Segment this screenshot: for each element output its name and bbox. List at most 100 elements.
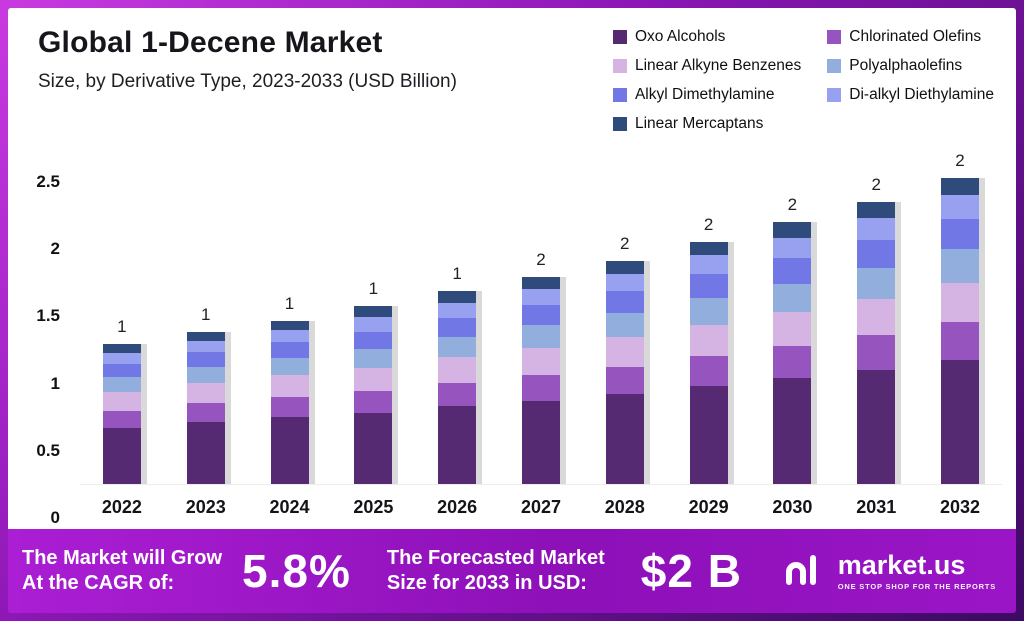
- bar-segment: [689, 325, 728, 356]
- y-axis: 0 0.5 1 1.5 2 2.5: [18, 149, 68, 527]
- legend-swatch: [827, 30, 842, 44]
- bar-segment: [605, 367, 644, 394]
- bar-slot-2030: 2: [751, 149, 835, 484]
- plot-area: 1 1 1 1 1 2 2 2 2 2 2: [80, 149, 1002, 485]
- bar-segment: [102, 344, 141, 353]
- forecast-value: $2 B: [640, 545, 742, 597]
- bar-segment: [689, 298, 728, 325]
- bar-segment: [270, 358, 309, 375]
- stacked-bar-2022: [102, 344, 141, 484]
- forecast-label-line1: The Forecasted Market: [386, 547, 605, 569]
- chart-header: Global 1-Decene Market Size, by Derivati…: [8, 24, 1016, 133]
- bar-segment: [521, 289, 560, 305]
- bar-segment: [102, 364, 141, 377]
- legend-swatch: [612, 30, 627, 44]
- bar-segment: [521, 325, 560, 348]
- bar-slot-2026: 1: [415, 149, 499, 484]
- brand-logo: market.us ONE STOP SHOP FOR THE REPORTS: [782, 549, 996, 594]
- y-axis-tick: 1.5: [36, 306, 60, 326]
- brand-tagline: ONE STOP SHOP FOR THE REPORTS: [837, 581, 996, 591]
- bar-segment: [773, 378, 812, 484]
- bar-segment: [941, 322, 980, 360]
- bar-segment: [941, 360, 980, 484]
- stacked-bar-2027: [521, 277, 560, 484]
- legend-label: Chlorinated Olefins: [849, 28, 982, 45]
- legend-item: Oxo Alcohols: [612, 28, 801, 46]
- x-axis-label: 2031: [856, 497, 897, 517]
- stacked-bar-2025: [354, 306, 393, 484]
- forecast-label: The Forecasted Market Size for 2033 in U…: [387, 546, 605, 596]
- bar-segment: [102, 377, 141, 392]
- bar-segment: [354, 306, 393, 317]
- chart-subtitle: Size, by Derivative Type, 2023-2033 (USD…: [38, 71, 457, 92]
- bar-segment: [102, 353, 141, 364]
- bar-segment: [438, 406, 477, 484]
- legend-swatch: [612, 117, 627, 131]
- stacked-bar-2030: [773, 222, 812, 484]
- bar-segment: [186, 367, 225, 383]
- legend-swatch: [612, 88, 627, 102]
- bar-slot-2028: 2: [583, 149, 667, 484]
- x-axis-label: 2032: [940, 497, 981, 517]
- legend-label: Polyalphaolefins: [849, 57, 963, 74]
- bar-segment: [605, 261, 644, 274]
- legend-label: Linear Mercaptans: [634, 115, 764, 132]
- stacked-bar-2031: [857, 202, 896, 484]
- title-block: Global 1-Decene Market Size, by Derivati…: [38, 26, 457, 133]
- bar-slot-2031: 2: [834, 149, 918, 484]
- chart-card: Global 1-Decene Market Size, by Derivati…: [8, 8, 1016, 529]
- stacked-bar-2024: [270, 321, 309, 484]
- bar-total-label: 2: [955, 151, 965, 170]
- bar-segment: [941, 195, 980, 219]
- x-axis-label: 2024: [269, 497, 310, 517]
- bar-segment: [354, 317, 393, 332]
- bar-segment: [438, 383, 477, 406]
- bar-segment: [689, 274, 728, 298]
- bar-segment: [270, 397, 309, 417]
- cagr-label: The Market will Grow At the CAGR of:: [22, 546, 222, 596]
- legend-item: Alkyl Dimethylamine: [612, 86, 801, 104]
- bar-slot-2023: 1: [164, 149, 248, 484]
- legend-item: Polyalphaolefins: [827, 57, 994, 75]
- bar-segment: [857, 370, 896, 484]
- x-axis-label: 2027: [520, 497, 561, 517]
- bar-segment: [605, 274, 644, 291]
- bar-segment: [605, 337, 644, 367]
- bar-slot-2029: 2: [667, 149, 751, 484]
- bar-segment: [270, 342, 309, 358]
- bar-segment: [270, 417, 309, 484]
- bar-segment: [102, 428, 141, 484]
- cagr-value: 5.8%: [242, 545, 351, 597]
- legend-label: Linear Alkyne Benzenes: [634, 57, 802, 74]
- bar-segment: [857, 240, 896, 268]
- brand-name: market.us: [837, 549, 966, 580]
- bar-segment: [689, 356, 728, 386]
- bar-segment: [270, 330, 309, 342]
- bar-segment: [521, 277, 560, 289]
- legend-item: Linear Alkyne Benzenes: [612, 57, 802, 75]
- bar-total-label: 1: [284, 294, 295, 313]
- bar-segment: [186, 403, 225, 422]
- market-us-logo-icon: [782, 549, 828, 594]
- bar-slot-2022: 1: [80, 149, 164, 484]
- bar-segment: [186, 383, 225, 403]
- x-axis-label: 2028: [604, 497, 645, 517]
- brand-text: market.us ONE STOP SHOP FOR THE REPORTS: [837, 549, 996, 591]
- x-axis-label: 2029: [688, 497, 729, 517]
- legend-swatch: [827, 59, 842, 73]
- bar-segment: [857, 268, 896, 299]
- stacked-bar-2028: [605, 261, 644, 484]
- bar-segment: [689, 242, 728, 255]
- x-axis-label: 2030: [772, 497, 813, 517]
- bar-slot-2025: 1: [331, 149, 415, 484]
- bar-segment: [354, 413, 393, 484]
- bar-total-label: 2: [787, 195, 798, 214]
- y-axis-tick: 0: [50, 508, 60, 527]
- bar-total-label: 1: [452, 264, 462, 283]
- bar-segment: [773, 258, 812, 284]
- bar-segment: [102, 411, 141, 428]
- bar-segment: [773, 284, 812, 312]
- stacked-bar-2029: [689, 242, 728, 484]
- bar-segment: [438, 291, 477, 303]
